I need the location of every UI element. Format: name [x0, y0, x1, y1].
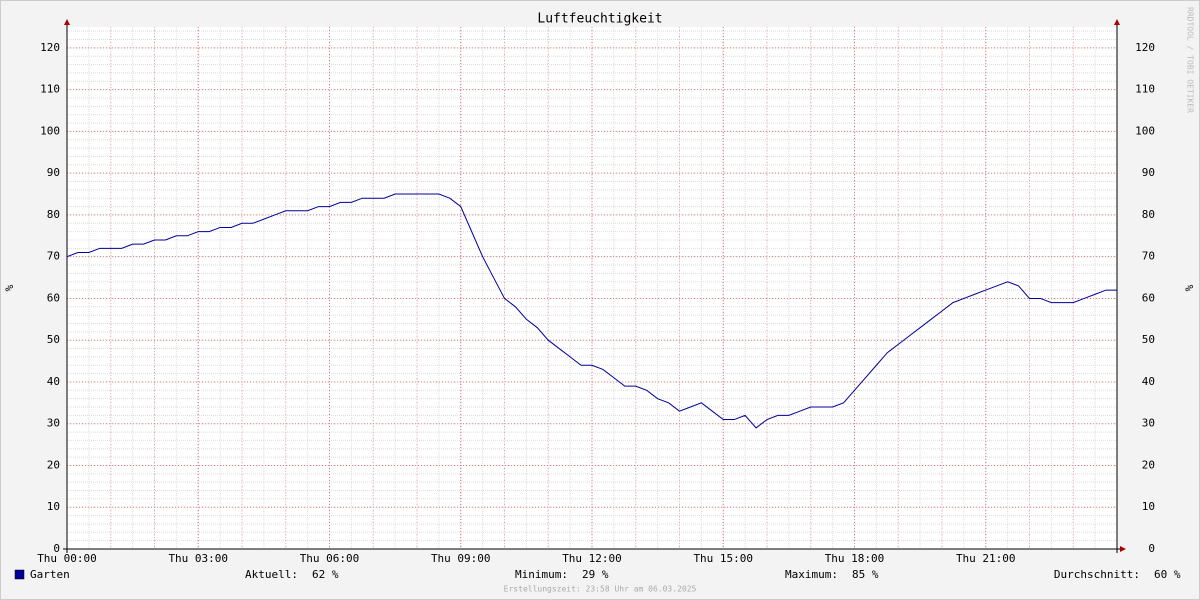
y-tick-label: 10 — [47, 500, 60, 513]
y2-tick-label: 100 — [1135, 124, 1155, 137]
y2-tick-label: 30 — [1142, 417, 1155, 430]
y2-tick-label: 20 — [1142, 458, 1155, 471]
y-tick-label: 120 — [40, 41, 60, 54]
y-tick-label: 30 — [47, 417, 60, 430]
y2-tick-label: 50 — [1142, 333, 1155, 346]
stat-value: 62 % — [312, 568, 339, 581]
y2-tick-label: 120 — [1135, 41, 1155, 54]
y2-tick-label: 90 — [1142, 166, 1155, 179]
y-tick-label: 70 — [47, 250, 60, 263]
footer: Erstellungszeit: 23:58 Uhr am 06.03.2025 — [504, 585, 697, 594]
y2-tick-label: 60 — [1142, 291, 1155, 304]
y-tick-label: 20 — [47, 458, 60, 471]
y-tick-label: 0 — [53, 542, 60, 555]
legend-swatch — [14, 569, 25, 580]
x-tick-label: Thu 00:00 — [37, 552, 97, 565]
y-tick-label: 40 — [47, 375, 60, 388]
y2-tick-label: 0 — [1148, 542, 1155, 555]
x-tick-label: Thu 06:00 — [300, 552, 360, 565]
x-tick-label: Thu 18:00 — [825, 552, 885, 565]
y2-tick-label: 110 — [1135, 83, 1155, 96]
stat-label: Maximum: — [785, 568, 838, 581]
y-tick-label: 90 — [47, 166, 60, 179]
y-tick-label: 110 — [40, 83, 60, 96]
y-tick-label: 80 — [47, 208, 60, 221]
y-tick-label: 100 — [40, 124, 60, 137]
y2-tick-label: 70 — [1142, 250, 1155, 263]
series-line — [66, 193, 1117, 429]
stat-value: 60 % — [1154, 568, 1181, 581]
watermark: RRDTOOL / TOBI OETIKER — [1186, 7, 1195, 113]
x-tick-label: Thu 12:00 — [562, 552, 622, 565]
legend-label: Garten — [30, 568, 70, 581]
stat-label: Minimum: — [515, 568, 568, 581]
chart-title: Luftfeuchtigkeit — [537, 12, 662, 27]
arrow — [1120, 546, 1126, 552]
y-axis-label: % — [3, 284, 16, 291]
arrow — [1114, 19, 1120, 25]
stat-label: Aktuell: — [245, 568, 298, 581]
y2-tick-label: 10 — [1142, 500, 1155, 513]
y-tick-label: 60 — [47, 291, 60, 304]
stat-value: 29 % — [582, 568, 609, 581]
stat-label: Durchschnitt: — [1054, 568, 1140, 581]
stat-value: 85 % — [852, 568, 879, 581]
y2-tick-label: 40 — [1142, 375, 1155, 388]
x-tick-label: Thu 21:00 — [956, 552, 1016, 565]
x-tick-label: Thu 03:00 — [168, 552, 228, 565]
x-tick-label: Thu 09:00 — [431, 552, 491, 565]
y-axis-label-right: % — [1183, 284, 1196, 291]
y-tick-label: 50 — [47, 333, 60, 346]
arrow — [64, 19, 70, 25]
x-tick-label: Thu 15:00 — [693, 552, 753, 565]
y2-tick-label: 80 — [1142, 208, 1155, 221]
